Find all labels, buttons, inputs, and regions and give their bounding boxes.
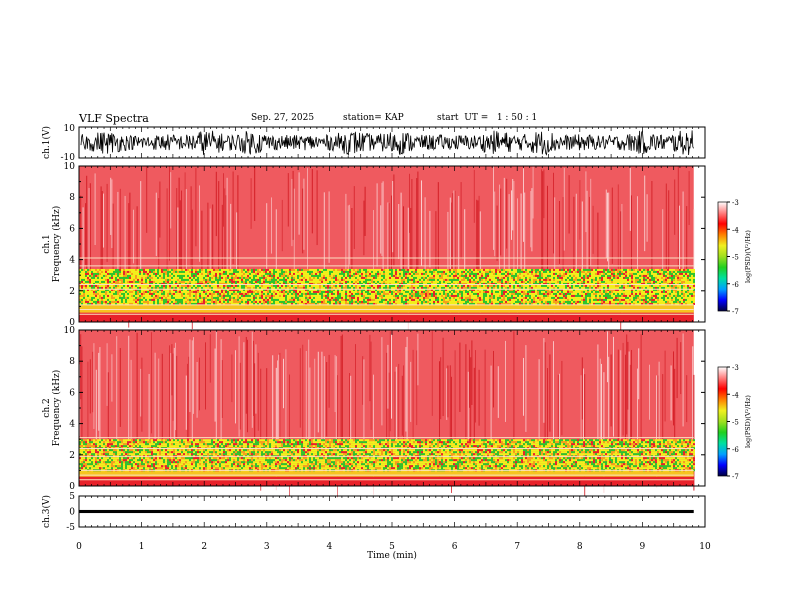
ch2-spectrogram-band	[79, 439, 695, 472]
ch1-waveform-ytick-label: -10	[61, 153, 76, 163]
ch3-waveform-trace	[79, 509, 694, 514]
x-tick-label: 5	[389, 542, 395, 552]
ch1-spectrogram-ytick-label: 4	[69, 256, 75, 266]
x-tick-label: 0	[76, 542, 82, 552]
ch1-spectrogram-ytick-label: 2	[69, 287, 75, 297]
ch3-waveform-ytick-label: -5	[66, 523, 75, 533]
ch2-spectrogram-ytick-label: 10	[64, 326, 76, 336]
ch2-spectrogram-ytick-label: 8	[69, 357, 75, 367]
ch2-spectrogram-ytick-label: 4	[69, 420, 75, 430]
x-tick-label: 8	[577, 542, 583, 552]
ch2-spectrogram-ylabel-frequency: Frequency (kHz)	[51, 370, 62, 447]
ch2-spectrogram-band	[79, 476, 694, 486]
x-tick-label: 2	[201, 542, 207, 552]
colorbar-tick-label: -3	[732, 364, 739, 372]
colorbar-tick-label: -3	[732, 199, 739, 207]
colorbar-tick-label: -4	[732, 391, 739, 399]
colorbar-tick-label: -5	[732, 419, 739, 427]
colorbar-2	[717, 366, 728, 477]
x-tick-label: 6	[452, 542, 458, 552]
x-tick-label: 1	[139, 542, 145, 552]
colorbar-label: log(PSD)(V²/Hz)	[744, 395, 752, 448]
ch1-spectrogram-ytick-label: 0	[69, 318, 75, 328]
ch1-spectrogram-ylabel-frequency: Frequency (kHz)	[51, 206, 62, 283]
colorbar-tick-label: -5	[732, 254, 739, 262]
date-label: Sep. 27, 2025	[251, 113, 315, 123]
x-tick-label: 9	[640, 542, 646, 552]
ch1-waveform-trace	[80, 130, 694, 157]
x-tick-label: 3	[264, 542, 270, 552]
colorbar-1	[717, 201, 728, 312]
ch2-spectrogram-texture	[79, 330, 695, 498]
colorbar-tick-label: -7	[732, 308, 739, 316]
ch2-spectrogram-ytick-label: 2	[69, 451, 75, 461]
ch3-waveform-ytick-label: 5	[69, 492, 75, 502]
colorbar-label: log(PSD)(V²/Hz)	[744, 230, 752, 283]
start-time-label: start UT = 1 : 50 : 1	[437, 113, 538, 123]
ch1-spectrogram-ytick-label: 8	[69, 193, 75, 203]
colorbar-tick-label: -6	[732, 281, 739, 289]
ch1-spectrogram-ytick-label: 6	[69, 224, 75, 234]
x-tick-label: 4	[327, 542, 333, 552]
x-axis-label: Time (min)	[367, 550, 417, 561]
colorbar-tick-label: -6	[732, 446, 739, 454]
ch3-waveform-ytick-label: 0	[69, 508, 75, 518]
ch2-spectrogram-ytick-label: 0	[69, 482, 75, 492]
ch2-spectrogram-ytick-label: 6	[69, 388, 75, 398]
ch1-spectrogram-texture	[80, 166, 695, 333]
ch1-waveform-ytick-label: 10	[64, 124, 76, 134]
ch1-spectrogram-band	[79, 312, 694, 322]
ch1-waveform-ylabel: ch.1(V)	[41, 126, 52, 159]
figure-title: VLF Spectra	[79, 112, 149, 125]
ch2-spectrogram-band	[79, 470, 694, 477]
ch1-spectrogram-ylabel-channel: ch.1	[42, 234, 52, 253]
x-tick-label: 10	[699, 542, 711, 552]
colorbar-tick-label: -4	[732, 226, 739, 234]
ch1-spectrogram-band	[79, 303, 694, 313]
colorbar-tick-label: -7	[732, 473, 739, 481]
ch1-spectrogram-ytick-label: 10	[64, 162, 76, 172]
ch3-waveform-ylabel: ch.3(V)	[41, 495, 52, 528]
station-label: station= KAP	[343, 113, 404, 123]
ch2-spectrogram-ylabel-channel: ch.2	[42, 398, 52, 417]
x-tick-label: 7	[514, 542, 520, 552]
ch1-spectrogram-band	[79, 268, 695, 305]
